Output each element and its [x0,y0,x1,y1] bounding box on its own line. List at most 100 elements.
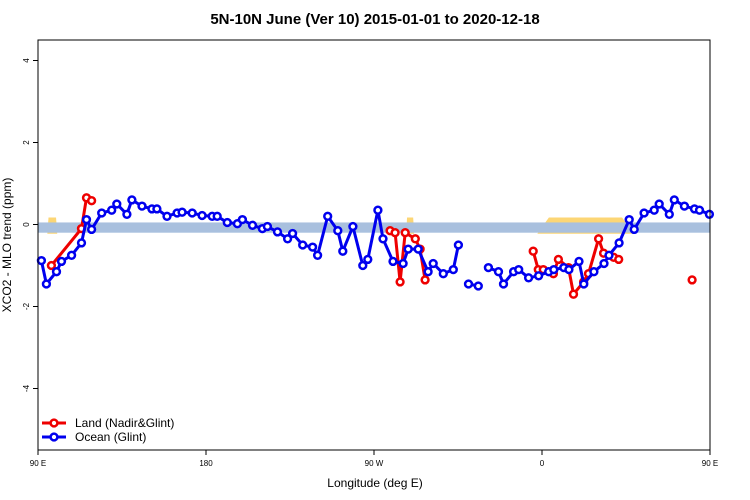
series-1-point [177,207,187,217]
series-1-point [137,201,147,211]
series-1-point [514,264,524,275]
series-1-point [589,267,599,277]
series-0-point [593,234,604,244]
series-1-point [282,234,293,244]
series-1-point [358,260,368,271]
series-1-point [197,210,207,221]
legend-label: Ocean (Glint) [75,430,146,444]
series-1-point [107,205,117,215]
series-1-point [533,271,544,281]
series-1-point [649,205,659,215]
series-1-point [639,208,649,218]
series-1-point [463,279,474,289]
series-0-point [528,246,538,256]
series-1-point [323,211,333,221]
series-1-point [614,238,624,248]
series-1-point [388,256,398,267]
series-0-point [86,196,97,206]
series-1-point [112,199,122,209]
x-tick-label: 0 [540,459,545,468]
series-1-point [694,205,705,215]
series-1-point [338,246,348,256]
series-1-point [704,209,715,219]
series-1-point [523,273,534,283]
plot-frame [37,39,711,451]
series-1-point [498,279,509,289]
y-tick-label: 2 [22,140,31,145]
series-1-point [152,204,162,214]
series-0-point [553,254,564,265]
series-1-point [222,217,232,228]
legend: Land (Nadir&Glint)Ocean (Glint) [42,416,174,444]
series-1-point [51,267,62,277]
series-1-point [307,242,318,252]
series-1-point [373,205,383,215]
chart-title: 5N-10N June (Ver 10) 2015-01-01 to 2020-… [210,11,539,28]
series-1-point [162,211,172,221]
series-1-point [629,224,639,235]
series-0-point [410,234,420,244]
series-1-point [624,214,634,225]
y-axis-label: XCO2 - MLO trend (ppm) [0,178,14,313]
series-1-point [574,256,584,267]
series-1-point [262,221,273,232]
series-1-point [76,238,87,248]
series-1-line-2 [487,197,710,288]
series-0-point [390,228,400,238]
series-1-point [187,208,197,218]
series-1-point [428,258,438,269]
legend-label: Land (Nadir&Glint) [75,416,174,430]
series-1-point [272,227,283,237]
series-1-point [579,279,589,289]
series-1-point [348,221,358,232]
y-tick-label: -2 [22,302,31,310]
series-1-point [127,195,137,205]
series-1 [36,195,715,291]
series-1-point [81,214,92,225]
series-1-point [448,264,458,275]
series-0-point [687,275,697,285]
series-1-point [604,250,614,260]
y-tick-label: 4 [22,58,31,63]
series-1-point [549,264,559,275]
series-0-point [568,289,579,299]
legend-swatch-marker [49,418,59,428]
series-1-point [423,267,433,277]
series-1-point [413,244,423,254]
series-0-point [46,260,57,271]
series-1-point [679,201,690,211]
series-1-point [398,258,408,269]
series-1-point [86,224,97,235]
series-0-point [400,228,410,238]
series-1-point [97,208,107,218]
series-1-point [56,256,67,267]
series-1-point [564,264,574,275]
axes: 90 E 180 90 W 0 90 E -4 -2 0 2 4 [22,58,718,468]
y-tick-label: -4 [22,384,31,392]
series-0 [46,193,697,299]
x-axis-label: Longitude (deg E) [327,476,422,490]
series-1-point [403,244,413,254]
x-tick-label: 180 [199,459,213,468]
series-1-point [664,209,674,219]
series-1-point [333,226,343,236]
series-layer [36,193,715,299]
series-1-point [237,214,248,225]
series-1-point [287,228,298,239]
series-1-point [122,209,132,219]
series-1-point [438,269,448,279]
series-0-point [420,275,430,285]
series-1-point [363,254,373,265]
series-1-point [473,281,483,291]
x-tick-label: 90 E [30,459,46,468]
series-1-point [493,267,504,277]
series-1-point [312,250,323,260]
series-1-point [298,240,308,250]
series-1-point [599,258,609,269]
series-1-point [669,195,679,205]
y-tick-label: 0 [22,222,31,227]
x-tick-label: 90 E [702,459,718,468]
legend-swatch-marker [49,432,59,442]
series-0-point [395,277,405,287]
